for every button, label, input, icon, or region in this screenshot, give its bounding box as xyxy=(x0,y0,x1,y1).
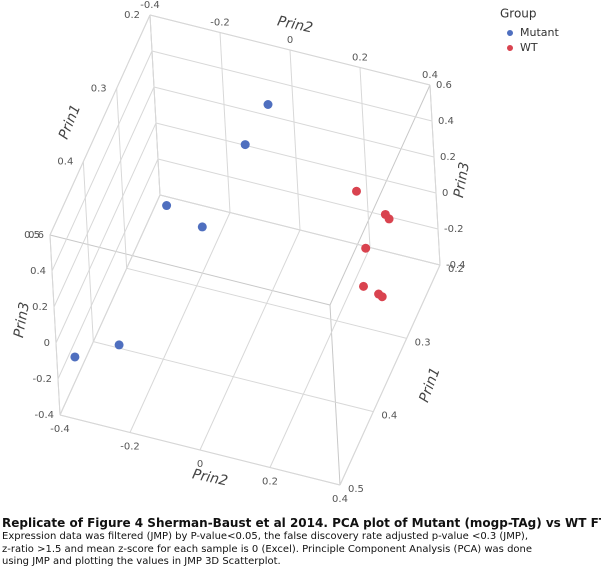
y-tick-label: 0 xyxy=(197,459,203,470)
legend-label: Mutant xyxy=(520,26,559,39)
z-tick-label: 0.6 xyxy=(436,80,452,91)
x-tick-label: 0.3 xyxy=(91,83,107,94)
x-tick-label: 0.4 xyxy=(57,157,73,168)
x-tick-label: 0.2 xyxy=(124,10,140,21)
grid-line xyxy=(53,86,155,308)
data-point xyxy=(377,292,387,302)
box-edge xyxy=(329,84,431,306)
data-point xyxy=(384,214,394,224)
box-edge xyxy=(49,234,331,306)
legend-marker xyxy=(507,45,513,51)
grid-line xyxy=(219,32,231,213)
y-tick-label: -0.4 xyxy=(50,424,70,435)
grid-line xyxy=(55,122,157,344)
grid-line xyxy=(429,84,441,266)
y-tick-label: 0.4 xyxy=(332,494,348,505)
y-axis-title: Prin2 xyxy=(191,466,230,489)
z-tick-label: -0.4 xyxy=(446,260,466,271)
caption-title: Replicate of Figure 4 Sherman-Baust et a… xyxy=(2,516,601,530)
z-tick-label: 0 xyxy=(442,188,448,199)
y-tick-label: 0.2 xyxy=(262,477,278,488)
data-point xyxy=(240,140,250,150)
grid-line xyxy=(59,194,161,416)
z-axis-title: Prin3 xyxy=(451,161,473,199)
grid-line xyxy=(289,49,301,231)
grid-line xyxy=(157,158,439,230)
grid-line xyxy=(149,14,161,196)
box-edge xyxy=(329,304,341,486)
z-tick-label: 0.2 xyxy=(440,152,456,163)
data-point xyxy=(162,201,172,211)
z-tick-label: 0.4 xyxy=(438,116,454,127)
grid-line xyxy=(149,14,431,86)
grid-line xyxy=(339,264,441,486)
x-tick-label: 0.3 xyxy=(415,337,431,348)
y-axis-title: Prin2 xyxy=(276,13,315,36)
legend-marker xyxy=(507,30,513,36)
grid-line xyxy=(82,161,94,342)
caption-line: z-ratio >1.5 and mean z-score for each s… xyxy=(2,543,533,555)
z-axis-title: Prin3 xyxy=(11,301,33,339)
grid-line xyxy=(129,212,231,433)
y-tick-label: 0.4 xyxy=(422,70,438,81)
grid-line xyxy=(57,158,159,380)
chart: Prin2 Prin2 Prin1 Prin1 Prin3 Prin3 Grou… xyxy=(11,0,559,505)
data-point xyxy=(263,100,273,109)
x-tick-label: 0.5 xyxy=(24,230,40,241)
data-point xyxy=(114,340,124,350)
grid-line xyxy=(359,67,371,248)
caption-line: Expression data was filtered (JMP) by P-… xyxy=(2,531,528,542)
legend-title: Group xyxy=(500,7,537,21)
data-point xyxy=(361,243,371,253)
z-tick-label: 0 xyxy=(44,338,50,349)
grid-line xyxy=(159,194,441,266)
data-point xyxy=(352,186,361,196)
z-tick-label: 0.6 xyxy=(28,230,44,241)
grid-line xyxy=(153,86,435,158)
z-tick-label: -0.2 xyxy=(32,374,52,385)
data-point xyxy=(359,281,368,291)
z-tick-label: 0.2 xyxy=(32,302,48,313)
z-tick-label: -0.4 xyxy=(34,410,54,421)
y-tick-label: -0.2 xyxy=(120,442,140,453)
grid-line xyxy=(269,247,371,468)
grid-line xyxy=(49,14,151,236)
y-tick-label: -0.2 xyxy=(210,18,230,29)
grid-line xyxy=(155,122,437,194)
x-tick-label: 0.4 xyxy=(381,411,397,422)
y-tick-label: 0.2 xyxy=(352,53,368,64)
grid-line xyxy=(151,50,433,122)
legend-label: WT xyxy=(520,41,538,54)
caption-line: using JMP and plotting the values in JMP… xyxy=(2,556,281,567)
x-tick-label: 0.2 xyxy=(448,264,464,275)
grid-line xyxy=(49,234,61,416)
data-point xyxy=(197,222,207,232)
y-tick-label: 0 xyxy=(287,35,293,46)
grid-line xyxy=(116,88,128,269)
y-tick-label: -0.4 xyxy=(140,0,160,11)
grid-line xyxy=(51,50,153,272)
data-point xyxy=(70,352,80,362)
z-tick-label: -0.2 xyxy=(444,224,464,235)
x-axis-title: Prin1 xyxy=(416,365,443,404)
z-tick-label: 0.4 xyxy=(30,266,46,277)
x-tick-label: 0.5 xyxy=(348,484,364,495)
caption: Replicate of Figure 4 Sherman-Baust et a… xyxy=(2,516,601,569)
grid-line xyxy=(199,229,301,451)
x-axis-title: Prin1 xyxy=(56,102,84,141)
